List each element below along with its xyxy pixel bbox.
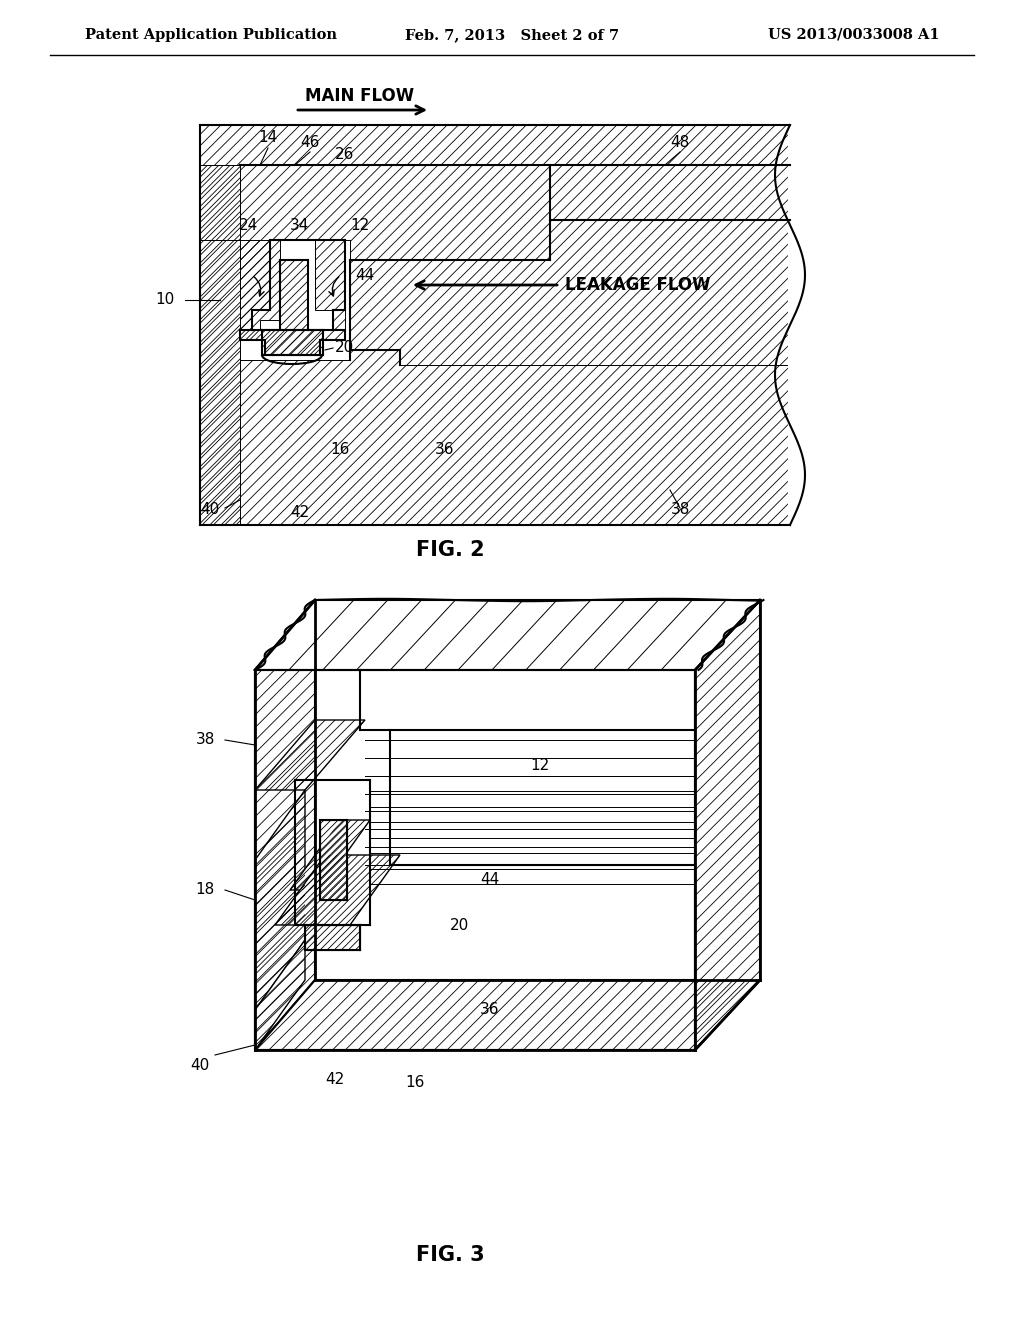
Text: 10: 10 [156, 293, 175, 308]
Polygon shape [200, 165, 240, 240]
Text: MAIN FLOW: MAIN FLOW [305, 87, 415, 106]
Polygon shape [255, 940, 305, 1049]
Polygon shape [319, 820, 347, 900]
Polygon shape [319, 820, 347, 900]
Polygon shape [280, 260, 308, 330]
Text: FIG. 3: FIG. 3 [416, 1245, 484, 1265]
Text: 24: 24 [239, 218, 258, 232]
Text: 48: 48 [671, 135, 689, 150]
Polygon shape [200, 165, 240, 240]
Polygon shape [240, 165, 790, 260]
Polygon shape [240, 330, 345, 355]
Polygon shape [240, 165, 790, 260]
Polygon shape [240, 240, 280, 341]
Polygon shape [350, 220, 790, 366]
Polygon shape [350, 220, 790, 366]
Text: 18: 18 [196, 883, 215, 898]
Text: 16: 16 [331, 442, 349, 458]
Text: 38: 38 [196, 733, 215, 747]
Polygon shape [280, 260, 308, 330]
Polygon shape [290, 820, 370, 890]
Text: 12: 12 [350, 218, 370, 232]
Polygon shape [240, 330, 345, 355]
Text: 12: 12 [530, 758, 550, 772]
Polygon shape [200, 165, 240, 525]
Polygon shape [305, 925, 360, 950]
Text: 16: 16 [406, 1074, 425, 1090]
Text: 40: 40 [201, 503, 219, 517]
Text: 36: 36 [435, 442, 455, 458]
Polygon shape [695, 601, 760, 1049]
Polygon shape [305, 925, 360, 950]
Text: FIG. 2: FIG. 2 [416, 540, 484, 560]
Polygon shape [315, 240, 345, 330]
Polygon shape [240, 350, 790, 525]
Polygon shape [200, 240, 240, 525]
Polygon shape [255, 979, 760, 1049]
Polygon shape [240, 240, 280, 341]
Text: 34: 34 [290, 218, 309, 232]
Polygon shape [262, 330, 323, 355]
Text: 26: 26 [335, 147, 354, 162]
Polygon shape [200, 240, 240, 525]
Polygon shape [275, 855, 400, 925]
Polygon shape [240, 240, 270, 330]
Text: Feb. 7, 2013   Sheet 2 of 7: Feb. 7, 2013 Sheet 2 of 7 [404, 28, 620, 42]
Polygon shape [695, 601, 760, 1049]
Text: 34: 34 [610, 615, 630, 630]
Text: 20: 20 [450, 917, 469, 932]
Polygon shape [255, 719, 365, 789]
Polygon shape [255, 601, 760, 671]
Text: 26: 26 [420, 607, 439, 622]
Polygon shape [315, 240, 345, 330]
Polygon shape [200, 125, 790, 165]
Polygon shape [255, 601, 315, 1049]
Polygon shape [262, 330, 323, 355]
Polygon shape [200, 125, 790, 165]
Text: 42: 42 [291, 506, 309, 520]
Polygon shape [255, 601, 315, 1049]
Polygon shape [255, 979, 760, 1049]
Polygon shape [200, 165, 240, 525]
Text: 36: 36 [480, 1002, 500, 1018]
Polygon shape [240, 350, 790, 525]
Text: 46: 46 [300, 135, 319, 150]
Text: 14: 14 [258, 129, 278, 145]
Text: 44: 44 [480, 873, 500, 887]
Text: 38: 38 [671, 503, 690, 517]
Text: 14: 14 [326, 647, 345, 663]
Polygon shape [240, 240, 270, 330]
Polygon shape [255, 719, 365, 789]
Polygon shape [290, 820, 370, 890]
Text: 24: 24 [366, 627, 385, 642]
Text: US 2013/0033008 A1: US 2013/0033008 A1 [768, 28, 940, 42]
Polygon shape [255, 789, 305, 1010]
Text: Patent Application Publication: Patent Application Publication [85, 28, 337, 42]
Polygon shape [255, 940, 305, 1049]
Text: 42: 42 [326, 1072, 345, 1086]
Text: 44: 44 [355, 268, 374, 282]
Text: 40: 40 [190, 1057, 210, 1072]
Polygon shape [275, 855, 400, 925]
Polygon shape [255, 789, 305, 1010]
Text: 20: 20 [335, 339, 354, 355]
Text: LEAKAGE FLOW: LEAKAGE FLOW [565, 276, 711, 294]
